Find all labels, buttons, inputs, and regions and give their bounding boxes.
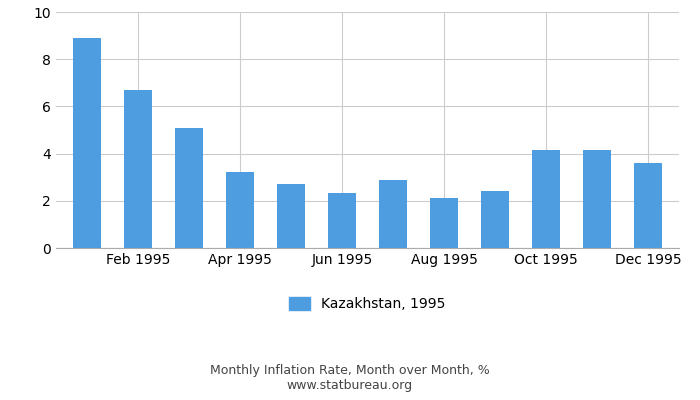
Legend: Kazakhstan, 1995: Kazakhstan, 1995: [289, 298, 446, 312]
Bar: [481, 191, 509, 248]
Text: Monthly Inflation Rate, Month over Month, %
www.statbureau.org: Monthly Inflation Rate, Month over Month…: [210, 364, 490, 392]
Bar: [124, 90, 152, 248]
Bar: [226, 172, 254, 248]
Bar: [73, 38, 101, 248]
Bar: [379, 180, 407, 248]
Bar: [532, 150, 560, 248]
Bar: [634, 163, 662, 248]
Bar: [583, 150, 611, 248]
Bar: [328, 192, 356, 248]
Bar: [175, 128, 203, 248]
Bar: [430, 198, 458, 248]
Bar: [277, 184, 305, 248]
